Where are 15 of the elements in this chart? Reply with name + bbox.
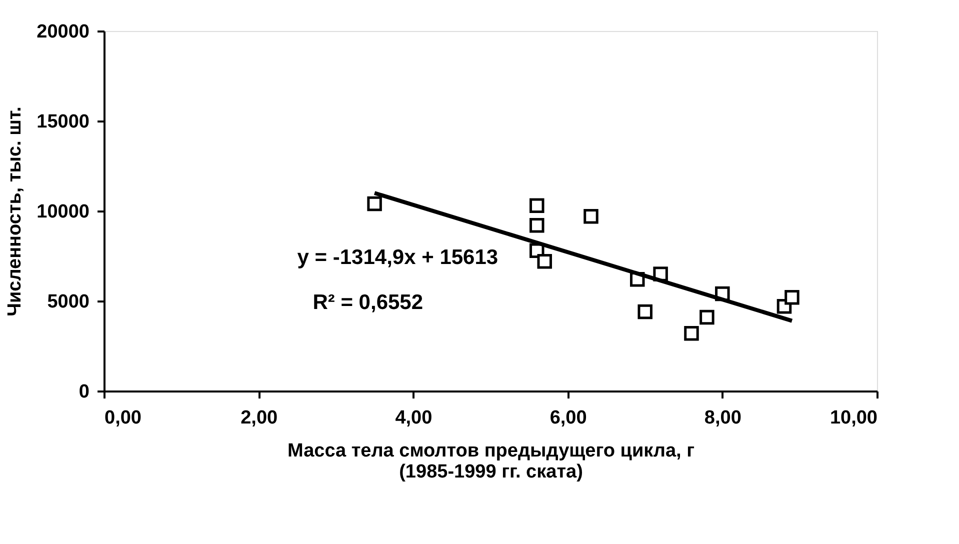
x-tick-label: 8,00 xyxy=(704,408,742,428)
x-tick-label: 2,00 xyxy=(240,408,278,428)
y-tick-label: 5000 xyxy=(47,292,90,312)
x-tick-label: 10,00 xyxy=(830,408,878,428)
y-tick-label: 0 xyxy=(78,382,90,402)
y-tick-label: 15000 xyxy=(36,112,90,132)
x-tick-label: 4,00 xyxy=(395,408,432,428)
annotation: y = -1314,9x + 15613 xyxy=(297,246,498,269)
x-tick-label: 0,00 xyxy=(104,408,142,428)
x-tick-label: 6,00 xyxy=(550,408,587,428)
annotation: R² = 0,6552 xyxy=(312,290,424,314)
x-axis-title: Масса тела смолтов предыдущего цикла, г (1985-1999 гг. ската) xyxy=(288,440,695,482)
y-tick-label: 20000 xyxy=(36,22,90,42)
y-axis-title: Численность, тыс. шт. xyxy=(4,106,26,316)
y-tick-label: 10000 xyxy=(36,202,90,222)
